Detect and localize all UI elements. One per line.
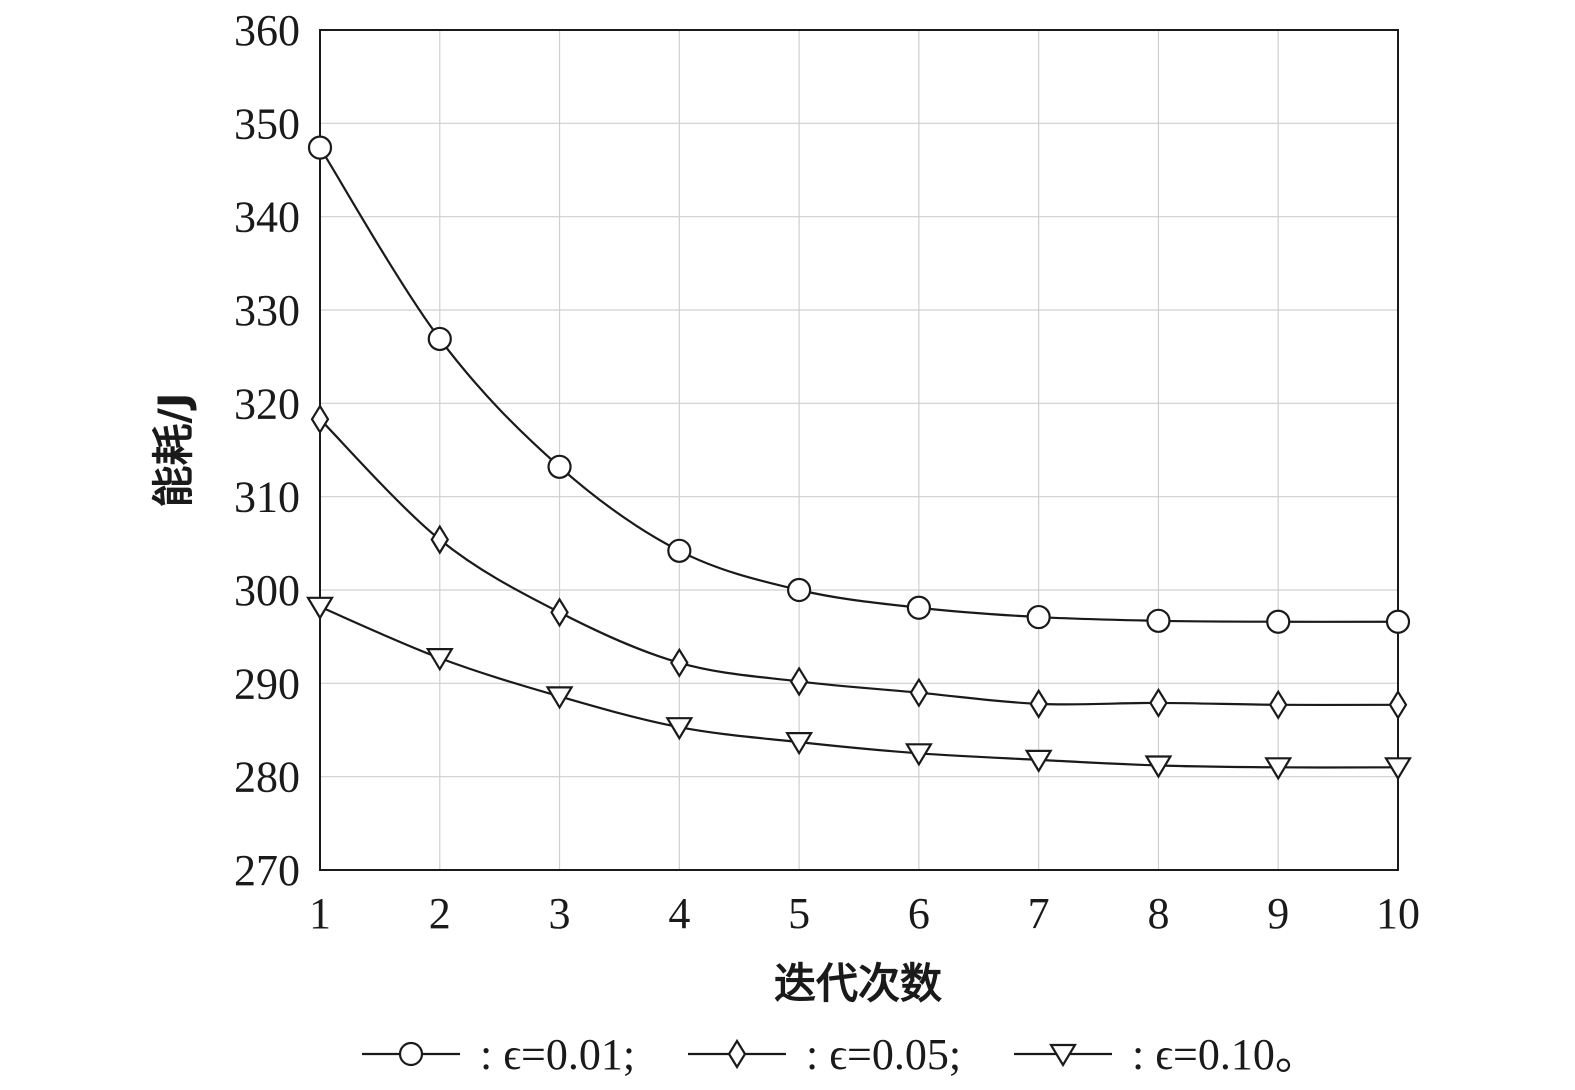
data-point: [909, 677, 929, 708]
y-tick-label: 340: [234, 193, 300, 242]
legend: : ϵ=0.01; : ϵ=0.05; : ϵ=0.10。: [362, 1030, 1319, 1079]
legend-marker: [727, 1038, 747, 1070]
data-point: [306, 596, 334, 620]
x-tick-label: 7: [1028, 889, 1050, 938]
plot-frame: [319, 29, 1399, 871]
y-tick-label: 270: [234, 846, 300, 895]
data-point: [1388, 689, 1408, 720]
series-line: [319, 418, 1399, 707]
y-tick-label: 290: [234, 659, 300, 708]
x-tick-label: 5: [788, 889, 810, 938]
legend-marker: [398, 1041, 424, 1067]
data-point: [1149, 687, 1168, 719]
series-line: [319, 147, 1399, 623]
y-tick-label: 320: [234, 379, 300, 428]
x-tick-label: 10: [1376, 889, 1420, 938]
data-point: [1144, 755, 1173, 779]
data-point: [785, 732, 814, 756]
data-point: [1026, 604, 1051, 630]
x-tick-label: 2: [429, 889, 451, 938]
y-tick-label: 330: [234, 286, 300, 335]
data-point: [310, 404, 330, 435]
y-tick-label: 300: [234, 566, 300, 615]
x-tick-label: 9: [1267, 889, 1289, 938]
data-point: [307, 135, 333, 160]
data-point: [1266, 609, 1291, 634]
data-point: [670, 647, 689, 678]
series-circle: [307, 135, 1411, 634]
data-point: [789, 666, 809, 697]
data-point: [665, 717, 694, 741]
data-point: [550, 597, 569, 628]
series-triangle-down: [306, 596, 1412, 781]
series-line: [319, 605, 1399, 769]
grid-lines: [319, 29, 1399, 871]
x-tick-label: 4: [668, 889, 690, 938]
data-point: [906, 595, 931, 620]
y-axis-label: 能耗/J: [149, 393, 198, 508]
legend-label: : ϵ=0.05;: [806, 1030, 961, 1079]
data-point: [547, 454, 572, 479]
data-point: [545, 686, 574, 710]
tick-labels: 1 2 3 4 5 6 7 8 9 10 270 280 290 300 310 320 330 340 350 36…: [234, 6, 1420, 938]
data-point: [425, 648, 454, 672]
data-point: [427, 326, 452, 352]
x-tick-label: 3: [549, 889, 571, 938]
data-point: [667, 538, 692, 563]
series-diamond: [310, 404, 1408, 720]
data-point: [1384, 757, 1412, 781]
x-tick-label: 6: [908, 889, 930, 938]
data-point: [430, 524, 450, 555]
data-point: [1146, 608, 1171, 633]
legend-item: : ϵ=0.01;: [362, 1030, 635, 1079]
legend-item: : ϵ=0.10。: [1014, 1030, 1319, 1079]
y-tick-label: 280: [234, 753, 300, 802]
y-tick-label: 350: [234, 99, 300, 148]
x-axis-label: 迭代次数: [774, 959, 942, 1008]
x-tick-label: 8: [1147, 889, 1169, 938]
legend-label: : ϵ=0.01;: [480, 1030, 635, 1079]
legend-marker: [1049, 1043, 1077, 1068]
data-point: [1024, 749, 1053, 774]
y-tick-label: 310: [234, 473, 300, 522]
y-tick-label: 360: [234, 6, 300, 55]
legend-label: : ϵ=0.10。: [1132, 1030, 1319, 1079]
data-point: [1029, 688, 1048, 719]
data-point: [1268, 689, 1288, 720]
series-group: [306, 135, 1412, 781]
data-point: [904, 743, 933, 767]
legend-item: : ϵ=0.05;: [688, 1030, 961, 1079]
data-point: [1264, 757, 1293, 781]
x-tick-label: 1: [309, 889, 331, 938]
data-point: [787, 577, 812, 603]
data-point: [1385, 609, 1411, 634]
